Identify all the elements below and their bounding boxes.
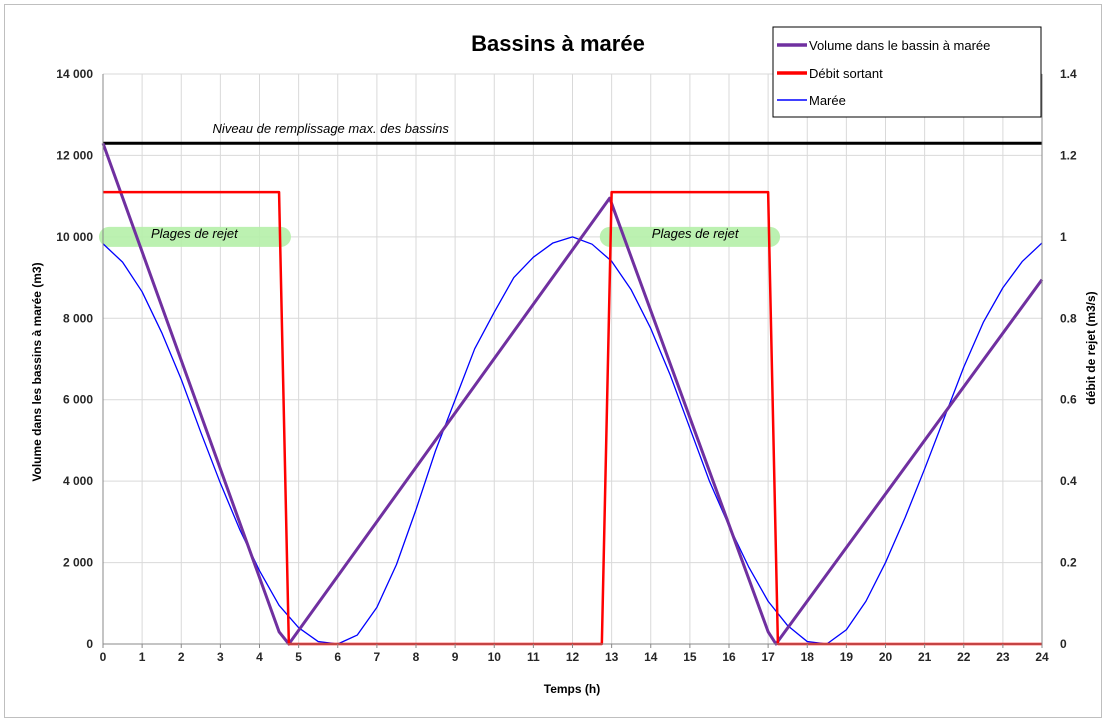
y-left-tick-label: 8 000	[63, 311, 93, 325]
y-right-tick-label: 1	[1060, 230, 1067, 244]
y-right-tick-label: 0	[1060, 637, 1067, 651]
discharge-window-band	[599, 226, 781, 247]
discharge-window-label: Plages de rejet	[652, 226, 740, 241]
y-left-axis-title: Volume dans les bassins à marée (m3)	[30, 262, 44, 481]
chart-title: Bassins à marée	[471, 31, 645, 56]
x-tick-label: 12	[566, 650, 580, 664]
series-line-maree	[102, 236, 1043, 645]
discharge-window-label: Plages de rejet	[151, 226, 239, 241]
max-level-label: Niveau de remplissage max. des bassins	[213, 121, 450, 136]
x-tick-label: 3	[217, 650, 224, 664]
legend: Volume dans le bassin à marée Débit sort…	[772, 26, 1042, 118]
discharge-windows: Plages de rejet Plages de rejet Niveau de …	[99, 121, 1042, 247]
x-tick-label: 8	[413, 650, 420, 664]
x-tick-label: 24	[1035, 650, 1049, 664]
axes: 0 1 2 3 4 5 6 7 8 9 10 11 12 13 14 15 16 17 18 19 20 21 22 23 24…	[56, 67, 1077, 664]
x-tick-label: 6	[334, 650, 341, 664]
y-right-axis-title: débit de rejet (m3/s)	[1084, 291, 1098, 404]
x-tick-label: 5	[295, 650, 302, 664]
x-tick-label: 16	[722, 650, 736, 664]
legend-label-debit: Débit sortant	[809, 66, 883, 81]
x-tick-label: 7	[374, 650, 381, 664]
x-tick-label: 11	[527, 650, 540, 664]
x-tick-label: 0	[100, 650, 107, 664]
x-tick-label: 20	[879, 650, 893, 664]
y-right-tick-label: 0.4	[1060, 474, 1077, 488]
y-right-tick-label: 0.2	[1060, 556, 1077, 570]
x-tick-label: 23	[996, 650, 1010, 664]
x-tick-label: 14	[644, 650, 658, 664]
x-axis-title: Temps (h)	[544, 682, 600, 696]
grid	[103, 73, 1043, 645]
x-tick-label: 19	[840, 650, 854, 664]
chart-frame: Plages de rejet Plages de rejet Niveau de …	[4, 4, 1102, 718]
y-left-tick-label: 12 000	[56, 148, 93, 162]
legend-label-volume: Volume dans le bassin à marée	[809, 38, 990, 53]
series-line-debit	[103, 190, 1042, 646]
x-tick-label: 13	[605, 650, 619, 664]
legend-box	[772, 26, 1042, 118]
y-left-tick-label: 10 000	[56, 230, 93, 244]
y-left-tick-label: 6 000	[63, 393, 93, 407]
y-right-tick-label: 1.4	[1060, 67, 1077, 81]
y-right-tick-label: 1.2	[1060, 148, 1077, 162]
x-tick-label: 4	[256, 650, 263, 664]
y-left-tick-label: 0	[86, 637, 93, 651]
x-tick-label: 10	[488, 650, 502, 664]
y-left-tick-label: 14 000	[56, 67, 93, 81]
x-tick-label: 1	[139, 650, 146, 664]
x-tick-label: 2	[178, 650, 185, 664]
tidal-basin-chart: Plages de rejet Plages de rejet Niveau de …	[30, 26, 1098, 696]
y-left-tick-label: 2 000	[63, 556, 93, 570]
x-tick-label: 17	[761, 650, 775, 664]
y-left-tick-label: 4 000	[63, 474, 93, 488]
x-tick-label: 22	[957, 650, 971, 664]
y-right-tick-label: 0.8	[1060, 311, 1077, 325]
x-tick-label: 9	[452, 650, 459, 664]
x-tick-label: 18	[801, 650, 815, 664]
y-right-tick-label: 0.6	[1060, 393, 1077, 407]
x-tick-label: 21	[918, 650, 932, 664]
discharge-window-band	[99, 226, 291, 247]
legend-label-maree: Marée	[809, 93, 846, 108]
x-tick-label: 15	[683, 650, 697, 664]
